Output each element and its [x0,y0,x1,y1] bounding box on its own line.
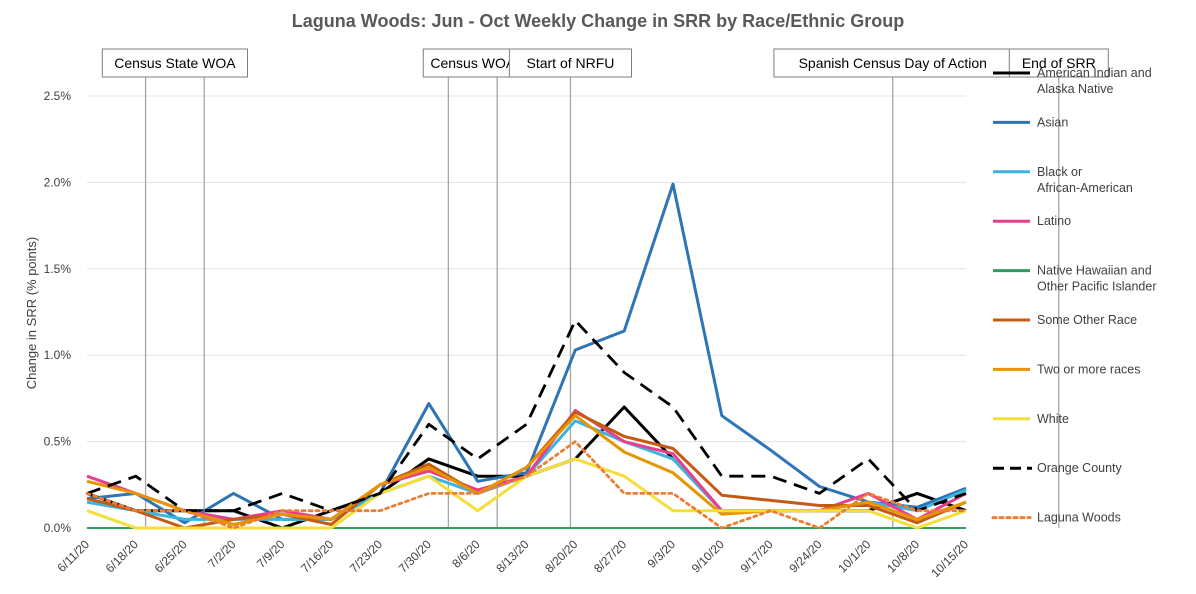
legend-label: Native Hawaiian and Other Pacific Islande… [1037,264,1157,294]
y-tick-label: 2.5% [44,89,72,103]
series-line-9 [85,440,968,530]
legend-label: White [1037,412,1069,426]
legend: American Indian and Alaska Native Asian Bla… [991,66,1157,525]
legend-label: Two or more races [1037,362,1141,376]
x-tick-label: 6/11/20 [55,537,93,575]
x-tick-label: 10/1/20 [835,537,873,575]
legend-label: Asian [1037,115,1068,129]
x-tick-label: 7/30/20 [396,537,434,575]
x-tick-label: 9/17/20 [738,537,776,575]
event-label-box [773,48,1013,78]
x-tick-label: 9/10/20 [689,537,727,575]
event-label: Spanish Census Day of Action [799,55,987,71]
legend-label: American Indian and Alaska Native [1037,66,1152,96]
x-tick-label: 6/25/20 [152,537,190,575]
event-label: End of SRR [1022,55,1096,71]
x-tick-label: 6/18/20 [103,537,141,575]
legend-label: Some Other Race [1037,313,1137,327]
x-tick-label: 9/24/20 [786,537,824,575]
x-tick-label: 7/16/20 [298,537,336,575]
x-tick-label: 8/6/20 [449,537,483,571]
y-tick-label: 2.0% [44,175,72,189]
y-tick-label: 0.5% [44,435,72,449]
y-tick-labels: 0.0% 0.5% 1.0% 1.5% 2.0% 2.5% [44,89,72,535]
event-label-box [422,48,523,78]
x-tick-label: 9/3/20 [645,537,679,571]
chart-title: Laguna Woods: Jun - Oct Weekly Change in… [292,11,904,31]
legend-label: Black or African-American [1037,165,1133,195]
x-tick-label: 10/15/20 [928,537,971,580]
y-tick-label: 0.0% [44,521,72,535]
event-label: Census WOA [430,55,515,71]
legend-label: Laguna Woods [1037,511,1121,525]
series-lines [85,182,968,530]
legend-label: Orange County [1037,461,1123,475]
series-line-8 [86,319,967,513]
y-axis-label: Change in SRR (% points) [24,237,39,389]
gridlines [87,95,966,529]
x-tick-label: 10/8/20 [884,537,922,575]
event-markers: Census State WOA Census WOA Start of NRFU S… [101,48,1109,528]
legend-label: Latino [1037,214,1071,228]
x-tick-label: 8/27/20 [591,537,629,575]
x-tick-labels: 6/11/20 6/18/20 6/25/20 7/2/20 7/9/20 7/16/20… [55,537,972,580]
event-label: Census State WOA [114,55,236,71]
x-tick-label: 7/9/20 [254,537,288,571]
event-label-box [508,48,632,78]
x-tick-label: 7/2/20 [205,537,239,571]
series-line-1 [86,182,967,525]
y-tick-label: 1.0% [44,348,72,362]
event-label-box [101,48,248,78]
x-tick-label: 8/13/20 [493,537,531,575]
x-tick-label: 8/20/20 [542,537,580,575]
x-tick-label: 7/23/20 [347,537,385,575]
event-label: Start of NRFU [526,55,614,71]
y-tick-label: 1.5% [44,262,72,276]
